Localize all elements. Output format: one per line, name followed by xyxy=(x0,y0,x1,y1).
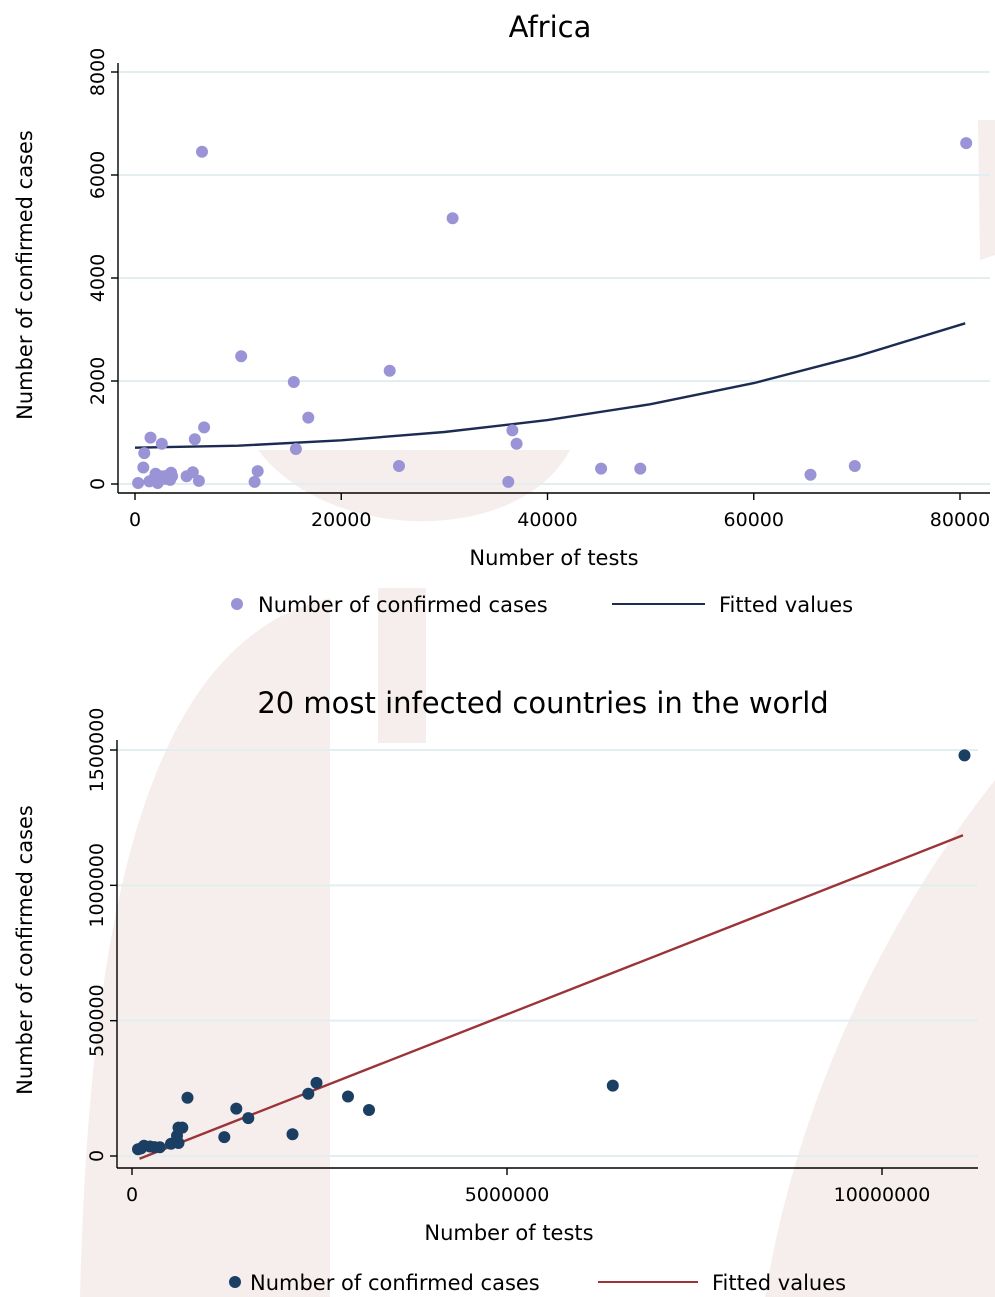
data-point xyxy=(848,460,861,472)
fitted-line-path xyxy=(139,834,964,1160)
chart-title: 20 most infected countries in the world xyxy=(257,686,828,720)
gridlines xyxy=(118,71,990,485)
scatter-points xyxy=(132,749,971,1156)
data-point xyxy=(138,447,151,460)
legend-label-fit: Fitted values xyxy=(719,593,853,617)
data-point xyxy=(595,462,608,475)
y-tick-label: 1000000 xyxy=(86,843,108,928)
y-tick-label: 0 xyxy=(86,1150,108,1162)
data-point xyxy=(446,212,459,225)
data-point xyxy=(804,468,817,481)
data-point xyxy=(287,376,300,388)
data-point xyxy=(188,433,201,446)
fitted-line-path xyxy=(134,322,966,449)
y-axis-title: Number of confirmed cases xyxy=(13,130,37,420)
data-point xyxy=(155,437,168,450)
chart-title: Africa xyxy=(509,10,592,44)
data-point xyxy=(310,1076,323,1089)
data-point xyxy=(502,475,515,488)
data-point xyxy=(960,137,973,150)
y-tick-label: 0 xyxy=(87,478,109,490)
y-axis-ticks: 0 2000 4000 6000 8000 xyxy=(87,48,118,490)
data-point xyxy=(181,1091,194,1104)
data-point xyxy=(302,1087,315,1100)
x-axis-ticks: 0 20000 40000 60000 80000 xyxy=(129,493,990,531)
y-axis-ticks: 0 500000 1000000 1500000 xyxy=(86,708,117,1162)
data-point xyxy=(172,1121,185,1134)
data-point xyxy=(634,462,647,475)
data-point xyxy=(230,1102,243,1115)
data-point xyxy=(393,460,405,472)
x-tick-label: 5000000 xyxy=(465,1184,550,1206)
legend: Number of confirmed cases Fitted values xyxy=(229,1271,846,1295)
x-tick-label: 40000 xyxy=(517,509,577,531)
x-axis-ticks: 0 5000000 10000000 xyxy=(126,1168,930,1206)
x-tick-label: 60000 xyxy=(724,509,784,531)
legend: Number of confirmed cases Fitted values xyxy=(231,593,853,617)
data-point xyxy=(235,350,248,363)
data-point xyxy=(186,466,199,479)
y-tick-label: 500000 xyxy=(86,984,108,1057)
data-point xyxy=(137,461,150,474)
legend-marker-scatter xyxy=(229,1276,241,1288)
legend-label-scatter: Number of confirmed cases xyxy=(258,593,548,617)
data-point xyxy=(192,474,205,487)
chart-top20: 20 most infected countries in the world … xyxy=(13,686,978,1295)
data-point xyxy=(218,1131,231,1144)
data-point xyxy=(144,431,157,444)
data-point xyxy=(383,364,396,377)
data-point xyxy=(302,411,315,424)
data-point xyxy=(251,465,264,478)
background-watermark xyxy=(80,120,995,1297)
scatter-points xyxy=(132,137,973,489)
data-point xyxy=(196,145,208,158)
data-point xyxy=(363,1104,375,1116)
y-tick-label: 1500000 xyxy=(86,708,108,793)
x-axis-title: Number of tests xyxy=(424,1221,593,1245)
x-tick-label: 20000 xyxy=(311,509,371,531)
data-point xyxy=(506,424,519,437)
chart-africa: Africa 0 2000 4000 6000 8000 0 20000 40000 6000… xyxy=(13,10,990,617)
legend-label-scatter: Number of confirmed cases xyxy=(250,1271,540,1295)
legend-marker-scatter xyxy=(231,598,243,610)
y-tick-label: 2000 xyxy=(87,357,109,405)
data-point xyxy=(242,1112,255,1125)
data-point xyxy=(153,1141,166,1154)
data-point xyxy=(166,470,179,483)
y-tick-label: 8000 xyxy=(87,48,109,96)
data-point xyxy=(289,443,302,455)
data-point xyxy=(606,1079,619,1092)
x-tick-label: 0 xyxy=(126,1184,138,1206)
data-point xyxy=(286,1128,299,1141)
y-axis-title: Number of confirmed cases xyxy=(13,805,37,1095)
y-tick-label: 6000 xyxy=(87,151,109,199)
data-point xyxy=(248,475,261,488)
legend-label-fit: Fitted values xyxy=(712,1271,846,1295)
data-point xyxy=(342,1090,354,1103)
data-point xyxy=(510,437,523,450)
fitted-line xyxy=(134,322,966,449)
x-tick-label: 10000000 xyxy=(834,1184,931,1206)
data-point xyxy=(198,421,211,434)
y-tick-label: 4000 xyxy=(87,254,109,302)
x-axis-title: Number of tests xyxy=(469,546,638,570)
fitted-line xyxy=(139,834,964,1160)
x-tick-label: 0 xyxy=(129,509,141,531)
data-point xyxy=(132,477,145,489)
data-point xyxy=(958,749,971,762)
x-tick-label: 80000 xyxy=(930,509,990,531)
